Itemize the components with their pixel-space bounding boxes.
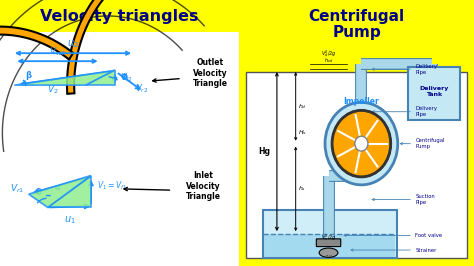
FancyBboxPatch shape — [263, 210, 397, 258]
Text: $u_1$: $u_1$ — [64, 214, 75, 226]
Text: θ: θ — [36, 188, 41, 197]
FancyBboxPatch shape — [264, 234, 395, 257]
Polygon shape — [67, 0, 162, 94]
Text: $h_{vd}$: $h_{vd}$ — [324, 56, 333, 65]
Text: Delivery
Pipe: Delivery Pipe — [415, 106, 438, 117]
Circle shape — [325, 102, 398, 185]
Text: $u_2$: $u_2$ — [67, 38, 79, 50]
Text: Delivery
Tank: Delivery Tank — [419, 86, 449, 97]
Text: Foot valve: Foot valve — [415, 233, 442, 238]
FancyBboxPatch shape — [0, 32, 239, 266]
Text: $V_{r1}$: $V_{r1}$ — [9, 183, 24, 195]
FancyBboxPatch shape — [408, 66, 460, 120]
Text: Delivery
Pipe: Delivery Pipe — [415, 64, 438, 74]
Text: $V_{f2}$: $V_{f2}$ — [119, 72, 133, 84]
Text: Centrifugal
Pump: Centrifugal Pump — [309, 9, 405, 40]
Polygon shape — [14, 70, 115, 85]
Text: α: α — [55, 182, 60, 192]
Text: $V_s^2/2g$: $V_s^2/2g$ — [321, 232, 337, 243]
Circle shape — [355, 136, 368, 151]
FancyBboxPatch shape — [316, 239, 341, 247]
Text: $V_d^2/2g$: $V_d^2/2g$ — [321, 48, 337, 59]
Text: Outlet
Velocity
Triangle: Outlet Velocity Triangle — [193, 58, 228, 88]
Text: Strainer: Strainer — [415, 248, 437, 252]
Ellipse shape — [319, 248, 338, 257]
Polygon shape — [29, 176, 91, 207]
Text: $V_{w2}$: $V_{w2}$ — [49, 45, 66, 58]
Text: Hg: Hg — [258, 147, 270, 156]
Text: Inlet
Velocity
Triangle: Inlet Velocity Triangle — [186, 171, 221, 201]
Text: Centrifugal
Pump: Centrifugal Pump — [415, 138, 445, 149]
Polygon shape — [0, 27, 73, 64]
Text: Impeller: Impeller — [344, 97, 379, 106]
Text: $V_2$: $V_2$ — [47, 84, 58, 96]
Text: $h_s$: $h_s$ — [298, 184, 306, 193]
Polygon shape — [48, 176, 91, 207]
Text: $H_s$: $H_s$ — [298, 128, 307, 138]
Text: Velocity triangles: Velocity triangles — [40, 9, 199, 24]
Text: Suction
Pipe: Suction Pipe — [415, 194, 435, 205]
Text: ....: .... — [325, 252, 332, 257]
Text: $h_d$: $h_d$ — [298, 102, 307, 111]
FancyBboxPatch shape — [246, 72, 467, 258]
Text: β: β — [26, 71, 32, 80]
Circle shape — [332, 110, 391, 177]
Polygon shape — [86, 70, 115, 85]
Text: Φ: Φ — [121, 73, 128, 82]
Text: $V_{r2}$: $V_{r2}$ — [135, 82, 148, 94]
Text: $V_1 = V_{f1}$: $V_1 = V_{f1}$ — [97, 180, 127, 192]
